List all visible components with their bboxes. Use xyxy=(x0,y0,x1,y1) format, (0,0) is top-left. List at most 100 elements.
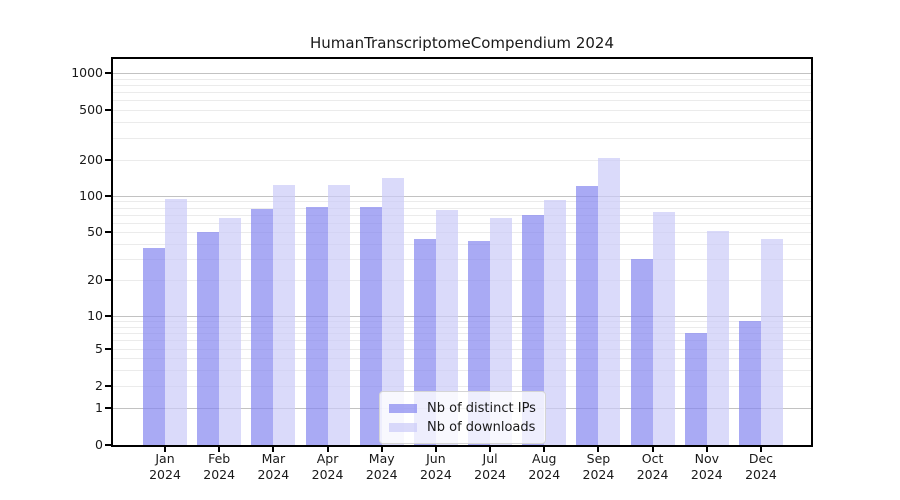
x-tick-label: Jul 2024 xyxy=(474,451,506,482)
legend-swatch-icon xyxy=(389,403,417,413)
gridline-minor xyxy=(113,340,811,342)
bar-downloads xyxy=(327,184,350,445)
x-tick-mark xyxy=(218,447,221,452)
bar-downloads xyxy=(381,178,404,445)
x-tick-mark xyxy=(759,447,762,452)
gridline-major xyxy=(113,73,811,74)
y-tick-label: 2 xyxy=(95,378,103,393)
gridline-minor xyxy=(113,243,811,245)
bar-distinct-ips xyxy=(305,206,328,445)
legend-row: Nb of distinct IPs xyxy=(389,399,545,417)
bar-distinct-ips xyxy=(359,206,382,445)
bar-downloads xyxy=(490,218,513,445)
gridline-minor xyxy=(113,110,811,111)
y-tick-mark xyxy=(105,231,111,233)
gridline-minor xyxy=(113,100,811,102)
bar-distinct-ips xyxy=(197,232,220,445)
x-tick-mark xyxy=(164,447,166,452)
x-tick-mark xyxy=(489,447,492,452)
bar-downloads xyxy=(652,211,675,445)
x-tick-label: Aug 2024 xyxy=(528,451,561,482)
y-tick-label: 100 xyxy=(79,188,103,203)
plot-area xyxy=(113,59,811,445)
x-tick-mark xyxy=(705,447,708,452)
y-tick-mark xyxy=(105,443,111,446)
bar-distinct-ips xyxy=(251,208,274,445)
gridline-minor xyxy=(113,160,811,161)
gridline-minor xyxy=(113,321,811,323)
bar-distinct-ips xyxy=(143,247,165,445)
bar-distinct-ips xyxy=(630,258,653,445)
bar-downloads xyxy=(165,199,187,445)
bar-downloads xyxy=(273,184,296,445)
y-tick-mark xyxy=(105,195,111,197)
gridline-minor xyxy=(113,222,811,224)
x-tick-mark xyxy=(434,447,437,452)
bar-distinct-ips xyxy=(576,186,599,445)
x-tick-label: Sep 2024 xyxy=(582,451,615,482)
gridline-minor xyxy=(113,122,811,124)
bar-downloads xyxy=(598,158,621,445)
gridline-minor xyxy=(113,369,811,371)
y-tick-label: 20 xyxy=(87,272,103,287)
gridline-minor xyxy=(113,84,811,86)
x-tick-mark xyxy=(597,447,600,452)
bar-downloads xyxy=(219,218,242,445)
legend-label: Nb of distinct IPs xyxy=(427,400,536,416)
gridline-minor xyxy=(113,232,811,233)
x-tick-label: Jun 2024 xyxy=(419,451,452,482)
y-tick-label: 5 xyxy=(95,341,103,356)
y-tick-label: 50 xyxy=(87,224,103,239)
gridline-minor xyxy=(113,386,811,387)
legend-row: Nb of downloads xyxy=(389,418,545,436)
bar-downloads xyxy=(760,238,783,445)
gridline-minor xyxy=(113,258,811,260)
legend: Nb of distinct IPs Nb of downloads xyxy=(379,391,546,444)
bar-distinct-ips xyxy=(684,332,707,445)
y-tick-label: 1000 xyxy=(71,65,103,80)
gridline-minor xyxy=(113,332,811,334)
x-tick-label: May 2024 xyxy=(365,451,398,482)
bar-distinct-ips xyxy=(522,214,545,445)
y-tick-mark xyxy=(105,348,111,350)
legend-swatch-icon xyxy=(389,422,417,432)
y-tick-mark xyxy=(105,407,111,409)
gridline-minor xyxy=(113,349,811,350)
gridline-minor xyxy=(113,137,811,139)
bar-downloads xyxy=(706,230,729,445)
y-tick-label: 1 xyxy=(95,400,103,415)
x-tick-label: Feb 2024 xyxy=(203,451,236,482)
y-tick-mark xyxy=(105,109,111,111)
gridline-minor xyxy=(113,358,811,359)
x-tick-mark xyxy=(326,447,329,452)
x-tick-label: Apr 2024 xyxy=(311,451,344,482)
y-tick-mark xyxy=(105,279,111,281)
x-tick-mark xyxy=(272,447,275,452)
gridline-minor xyxy=(113,201,811,203)
y-tick-label: 500 xyxy=(79,102,103,117)
gridline-minor xyxy=(113,214,811,216)
gridline-minor xyxy=(113,78,811,80)
x-tick-mark xyxy=(651,447,654,452)
y-tick-label: 10 xyxy=(87,308,103,323)
y-tick-label: 200 xyxy=(79,152,103,167)
bar-downloads xyxy=(544,199,567,445)
x-tick-label: Dec 2024 xyxy=(745,451,777,482)
legend-label: Nb of downloads xyxy=(427,419,536,435)
bar-distinct-ips xyxy=(738,321,761,445)
gridline-minor xyxy=(113,326,811,328)
y-tick-label: 0 xyxy=(95,436,103,452)
gridline-major xyxy=(113,196,811,197)
gridline-minor xyxy=(113,92,811,94)
gridline-minor xyxy=(113,280,811,281)
x-tick-mark xyxy=(380,447,383,452)
gridline-major xyxy=(113,316,811,317)
x-tick-label: Nov 2024 xyxy=(690,451,723,482)
bar-downloads xyxy=(435,210,458,445)
y-tick-mark xyxy=(105,315,111,317)
x-tick-label: Oct 2024 xyxy=(636,451,669,482)
x-tick-mark xyxy=(543,447,546,452)
x-tick-label: Mar 2024 xyxy=(257,451,290,482)
chart-title: HumanTranscriptomeCompendium 2024 xyxy=(309,34,614,52)
